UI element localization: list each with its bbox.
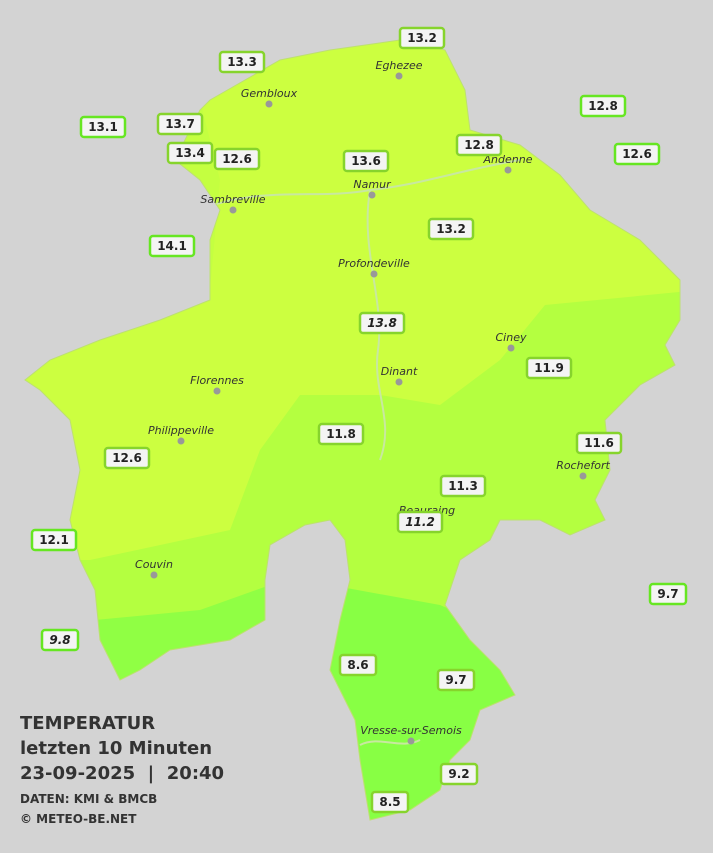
city-label: Profondeville (338, 257, 410, 270)
city-dot (177, 437, 185, 445)
station-box (338, 653, 378, 677)
city-label: Namur (353, 178, 392, 191)
station-value: 13.2 (407, 31, 437, 45)
city-dot (579, 472, 587, 480)
station-value: 11.3 (448, 479, 478, 493)
station-value: 14.1 (157, 239, 187, 253)
city-label: Philippeville (148, 424, 214, 437)
station-value: 13.4 (175, 146, 205, 160)
station-value: 13.8 (367, 316, 397, 330)
city-dot (370, 270, 378, 278)
station-value: 11.8 (326, 427, 356, 441)
city-dot (368, 191, 376, 199)
station-box (525, 356, 573, 380)
city-label: Rochefort (556, 459, 610, 472)
city-label: Ciney (496, 331, 527, 344)
station-value: 12.8 (464, 138, 494, 152)
station-box (439, 762, 479, 786)
station-box (156, 112, 204, 136)
station-box (370, 790, 410, 814)
station-box (439, 474, 487, 498)
station-value: 12.6 (112, 451, 142, 465)
station-box (575, 431, 623, 455)
station-value: 11.9 (534, 361, 564, 375)
legend-source: DATEN: KMI & BMCB (20, 792, 157, 806)
station-value: 12.6 (622, 147, 652, 161)
city-dot (395, 72, 403, 80)
city-label: Sambreville (200, 193, 265, 206)
station-box (342, 149, 390, 173)
station-box (358, 311, 406, 335)
city-dot (213, 387, 221, 395)
station-box (396, 510, 444, 534)
station-value: 13.3 (227, 55, 257, 69)
station-box (398, 26, 446, 50)
station-value: 9.7 (445, 673, 466, 687)
station-box (455, 133, 503, 157)
station-box (79, 115, 127, 139)
city-dot (150, 571, 158, 579)
station-box (213, 147, 261, 171)
station-box (30, 528, 78, 552)
station-box (317, 422, 365, 446)
cities: EghezeeGemblouxAndenneNamurSambrevillePr… (135, 59, 610, 745)
legend-title: TEMPERATUR (20, 713, 155, 734)
station-value: 13.6 (351, 154, 381, 168)
station-box (648, 582, 688, 606)
city-dot (407, 737, 415, 745)
station-value: 11.2 (405, 515, 435, 529)
city-label: Dinant (381, 365, 418, 378)
river (366, 189, 387, 461)
station-value: 12.6 (222, 152, 252, 166)
station-value: 9.8 (49, 633, 70, 647)
city-dot (265, 100, 273, 108)
city-dot (504, 166, 512, 174)
station-box (579, 94, 627, 118)
station-value: 8.5 (379, 795, 400, 809)
stations: 13.2 13.3 12.8 13.1 13.7 13.4 12.6 13.6 12.8 12.6… (30, 26, 688, 814)
legend-subtitle: letzten 10 Minuten (20, 738, 212, 759)
station-box (40, 628, 80, 652)
station-box (166, 141, 214, 165)
station-value: 12.8 (588, 99, 618, 113)
city-dot (229, 206, 237, 214)
station-value: 13.1 (88, 120, 118, 134)
river (359, 739, 421, 746)
city-dot (507, 344, 515, 352)
station-value: 9.7 (657, 587, 678, 601)
legend-datetime: 23-09-2025 | 20:40 (20, 763, 224, 784)
city-dot (395, 378, 403, 386)
station-box (436, 668, 476, 692)
station-box (103, 446, 151, 470)
city-label: Vresse-sur-Semois (360, 724, 462, 737)
station-value: 9.2 (448, 767, 469, 781)
station-value: 13.7 (165, 117, 195, 131)
station-box (613, 142, 661, 166)
station-value: 13.2 (436, 222, 466, 236)
station-box (427, 217, 475, 241)
city-label: Eghezee (376, 59, 423, 72)
city-label: Couvin (135, 558, 173, 571)
station-box (148, 234, 196, 258)
station-box (218, 50, 266, 74)
station-value: 12.1 (39, 533, 69, 547)
legend-copyright: © METEO-BE.NET (20, 812, 137, 826)
station-value: 11.6 (584, 436, 614, 450)
city-label: Gembloux (241, 87, 298, 100)
station-value: 8.6 (347, 658, 368, 672)
city-label: Florennes (190, 374, 244, 387)
